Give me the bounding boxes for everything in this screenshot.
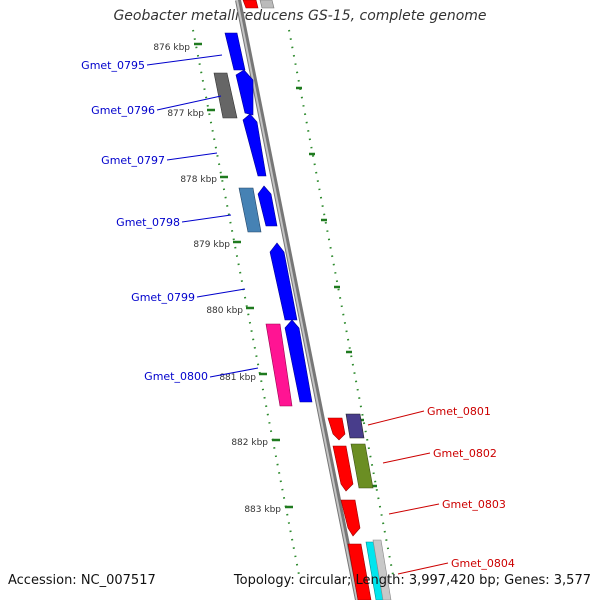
gene-0801-slate[interactable] xyxy=(345,413,365,439)
right-label-connectors xyxy=(367,410,449,575)
gene-0802-olive[interactable] xyxy=(350,443,374,489)
gene-0802-red[interactable] xyxy=(332,445,354,492)
tick-label-876: 876 kbp xyxy=(153,43,190,53)
tick-label-882: 882 kbp xyxy=(231,438,268,448)
right-tick-dots xyxy=(288,29,395,581)
map-title: Geobacter metallireducens GS-15, complet… xyxy=(113,8,487,24)
gene-0796-grey[interactable] xyxy=(213,72,238,119)
kbp-tick-marks xyxy=(194,42,377,509)
gene-label-gmet-0795[interactable]: Gmet_0795 xyxy=(81,59,145,72)
gene-0804-cyan[interactable] xyxy=(365,541,385,600)
gene-label-gmet-0801[interactable]: Gmet_0801 xyxy=(427,405,491,418)
accession-text: Accession: NC_007517 xyxy=(8,573,156,588)
gene-0798-blue[interactable] xyxy=(257,185,278,227)
tick-label-881: 881 kbp xyxy=(219,373,256,383)
gene-label-gmet-0800[interactable]: Gmet_0800 xyxy=(144,370,208,383)
gene-0799[interactable] xyxy=(269,242,298,321)
gene-label-gmet-0798[interactable]: Gmet_0798 xyxy=(116,216,180,229)
tick-label-883: 883 kbp xyxy=(244,505,281,515)
gene-0798-steel[interactable] xyxy=(238,187,262,233)
tick-label-880: 880 kbp xyxy=(206,306,243,316)
gene-0801-red[interactable] xyxy=(327,417,346,441)
gene-label-gmet-0803[interactable]: Gmet_0803 xyxy=(442,498,506,511)
gene-0804-red[interactable] xyxy=(347,543,372,600)
gene-0800-blue[interactable] xyxy=(284,319,313,403)
gene-top-red[interactable] xyxy=(242,0,259,9)
gene-0797[interactable] xyxy=(242,113,267,177)
tick-label-877: 877 kbp xyxy=(167,109,204,119)
left-label-connectors xyxy=(146,54,259,378)
genome-backbone-highlight xyxy=(236,0,358,600)
tick-label-878: 878 kbp xyxy=(180,175,217,185)
gene-label-gmet-0796[interactable]: Gmet_0796 xyxy=(91,104,155,117)
gene-0795-inner[interactable] xyxy=(224,32,246,71)
gene-top-grey[interactable] xyxy=(259,0,275,9)
gene-label-gmet-0799[interactable]: Gmet_0799 xyxy=(131,291,195,304)
genome-summary-text: Topology: circular; Length: 3,997,420 bp… xyxy=(233,573,591,588)
gene-0796-blue[interactable] xyxy=(235,69,254,116)
gene-0804-grey[interactable] xyxy=(372,539,392,600)
gene-0800-pink[interactable] xyxy=(265,323,293,407)
gene-label-gmet-0802[interactable]: Gmet_0802 xyxy=(433,447,497,460)
gene-label-gmet-0804[interactable]: Gmet_0804 xyxy=(451,557,515,570)
tick-label-879: 879 kbp xyxy=(193,240,230,250)
gene-0803[interactable] xyxy=(340,499,361,537)
gene-label-gmet-0797[interactable]: Gmet_0797 xyxy=(101,154,165,167)
